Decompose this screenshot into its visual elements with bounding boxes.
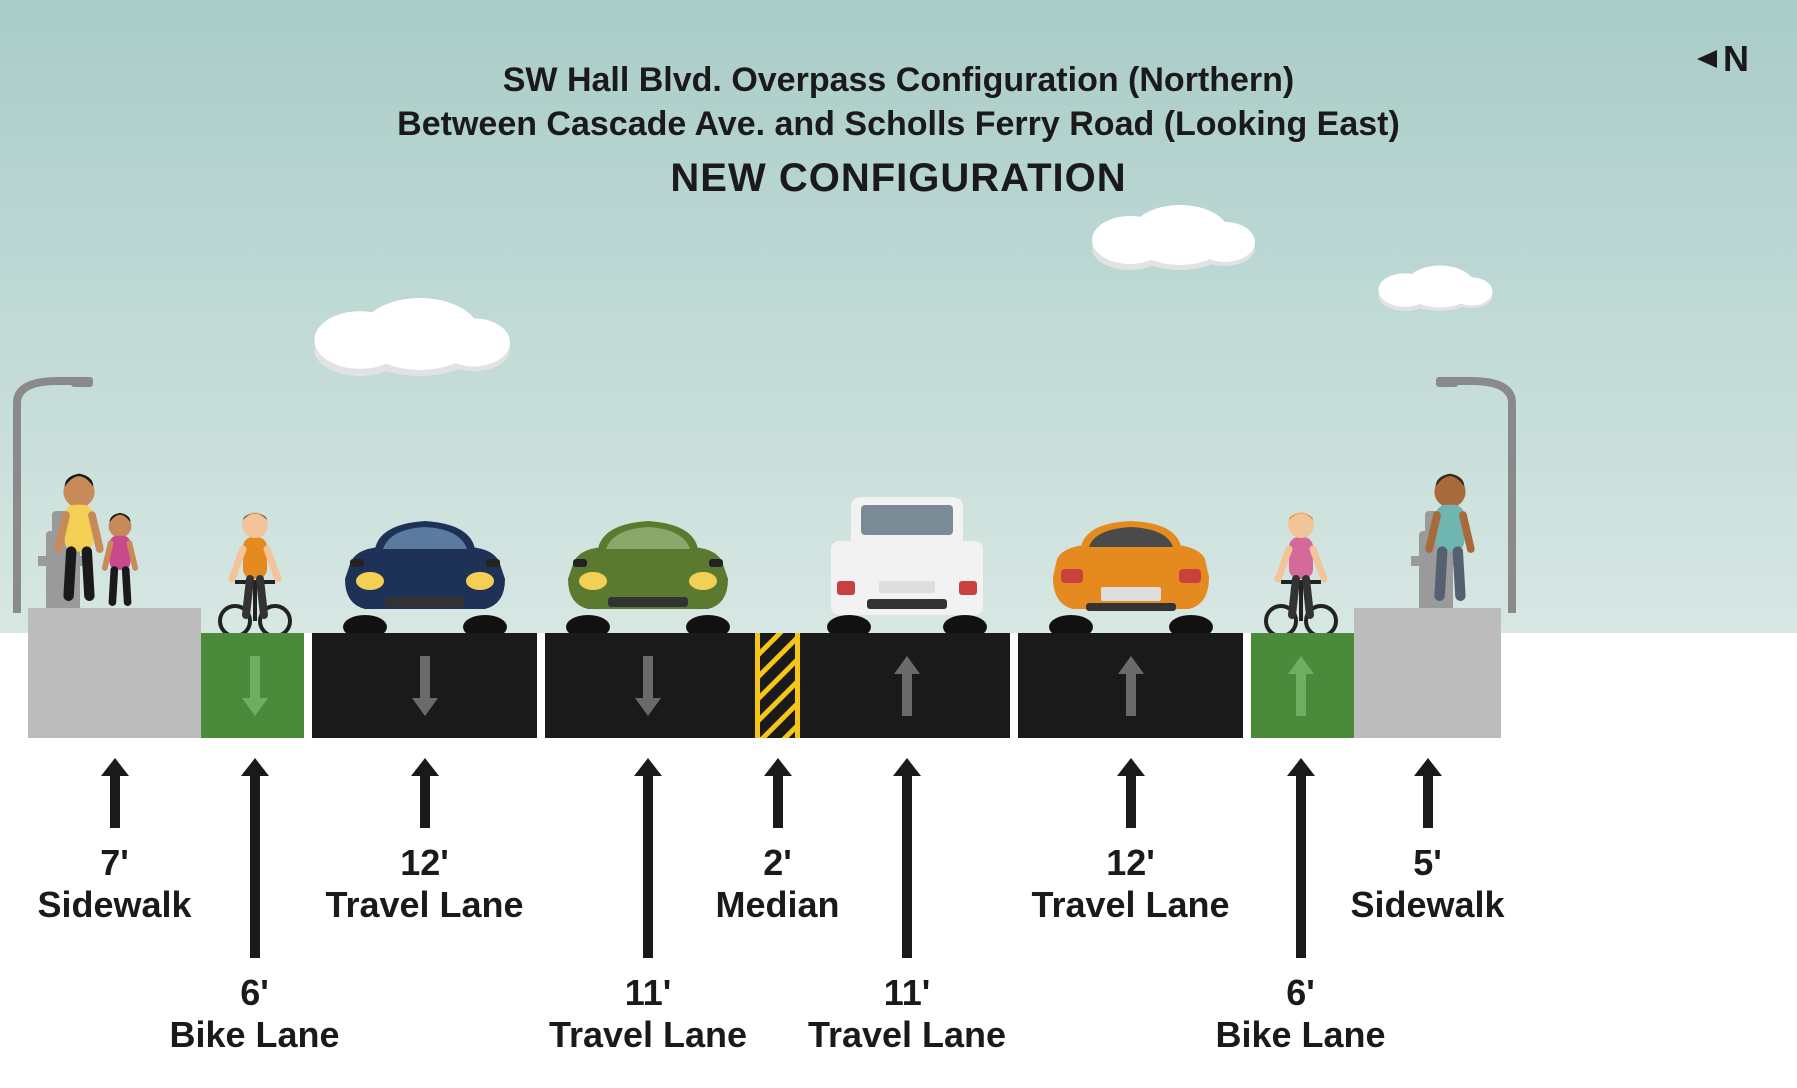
lane-travel-4 (1014, 633, 1247, 738)
dimension-name: Travel Lane (1011, 884, 1251, 926)
dimension-label: 2' Median (658, 842, 898, 926)
dimension-arrow-icon (101, 758, 129, 833)
lane-direction-arrow-icon (1288, 656, 1314, 721)
dimension-value: 7' (0, 842, 235, 884)
lane-direction-arrow-icon (1118, 656, 1144, 721)
vehicle-car-front-icon (548, 509, 748, 639)
lane-divider (1010, 633, 1018, 738)
vehicle-car-front-icon (325, 509, 525, 639)
lane-sidewalk-right (1354, 608, 1501, 738)
dimension-label: 11' Travel Lane (528, 972, 768, 1056)
title-line-3: NEW CONFIGURATION (0, 156, 1797, 201)
dimension-label: 12' Travel Lane (1011, 842, 1251, 926)
dimension-value: 6' (1181, 972, 1421, 1014)
median-hatching (755, 633, 800, 738)
cloud-icon (1370, 255, 1496, 316)
lane-direction-arrow-icon (412, 656, 438, 721)
dimension-value: 5' (1308, 842, 1548, 884)
dimension-arrow-icon (1414, 758, 1442, 833)
dimension-value: 2' (658, 842, 898, 884)
lane-direction-arrow-icon (635, 656, 661, 721)
lane-bike-left (201, 633, 308, 738)
title-line-1: SW Hall Blvd. Overpass Configuration (No… (0, 58, 1797, 102)
cloud-icon (1080, 190, 1260, 275)
dimension-name: Travel Lane (305, 884, 545, 926)
dimension-arrow-icon (893, 758, 921, 963)
dimension-arrow-icon (764, 758, 792, 833)
title-line-2: Between Cascade Ave. and Scholls Ferry R… (0, 102, 1797, 146)
dimension-arrow-icon (1117, 758, 1145, 833)
lane-divider (304, 633, 312, 738)
cyclist-icon (1256, 487, 1346, 637)
lane-direction-arrow-icon (894, 656, 920, 721)
lane-travel-3 (800, 633, 1014, 738)
dimension-arrow-icon (411, 758, 439, 833)
dimension-arrow-icon (241, 758, 269, 963)
dimension-value: 12' (305, 842, 545, 884)
vehicle-truck-rear-icon (807, 489, 1007, 639)
dimension-label: 6' Bike Lane (1181, 972, 1421, 1056)
lane-sidewalk-left (28, 608, 201, 738)
lane-divider (537, 633, 545, 738)
lane-strip (0, 633, 1797, 738)
dimension-name: Median (658, 884, 898, 926)
dimension-label: 12' Travel Lane (305, 842, 545, 926)
lane-travel-2 (541, 633, 755, 738)
dimension-value: 11' (787, 972, 1027, 1014)
dimension-name: Travel Lane (528, 1014, 768, 1056)
vehicle-car-rear-icon (1031, 509, 1231, 639)
dimension-name: Travel Lane (787, 1014, 1027, 1056)
cloud-icon (300, 280, 516, 381)
lane-travel-1 (308, 633, 541, 738)
dimension-label: 6' Bike Lane (135, 972, 375, 1056)
lane-bike-right (1247, 633, 1354, 738)
dimension-value: 11' (528, 972, 768, 1014)
pedestrian-icon (1418, 461, 1478, 611)
dimension-name: Bike Lane (135, 1014, 375, 1056)
dimension-label: 11' Travel Lane (787, 972, 1027, 1056)
dimension-label: 5' Sidewalk (1308, 842, 1548, 926)
pedestrian-icon (45, 461, 145, 611)
dimension-name: Bike Lane (1181, 1014, 1421, 1056)
diagram-title: SW Hall Blvd. Overpass Configuration (No… (0, 58, 1797, 201)
lane-divider (1243, 633, 1251, 738)
dimension-name: Sidewalk (0, 884, 235, 926)
lane-median (755, 633, 800, 738)
dimension-value: 6' (135, 972, 375, 1014)
dimension-name: Sidewalk (1308, 884, 1548, 926)
dimension-value: 12' (1011, 842, 1251, 884)
lane-direction-arrow-icon (242, 656, 268, 721)
cyclist-icon (210, 487, 300, 637)
dimension-label: 7' Sidewalk (0, 842, 235, 926)
